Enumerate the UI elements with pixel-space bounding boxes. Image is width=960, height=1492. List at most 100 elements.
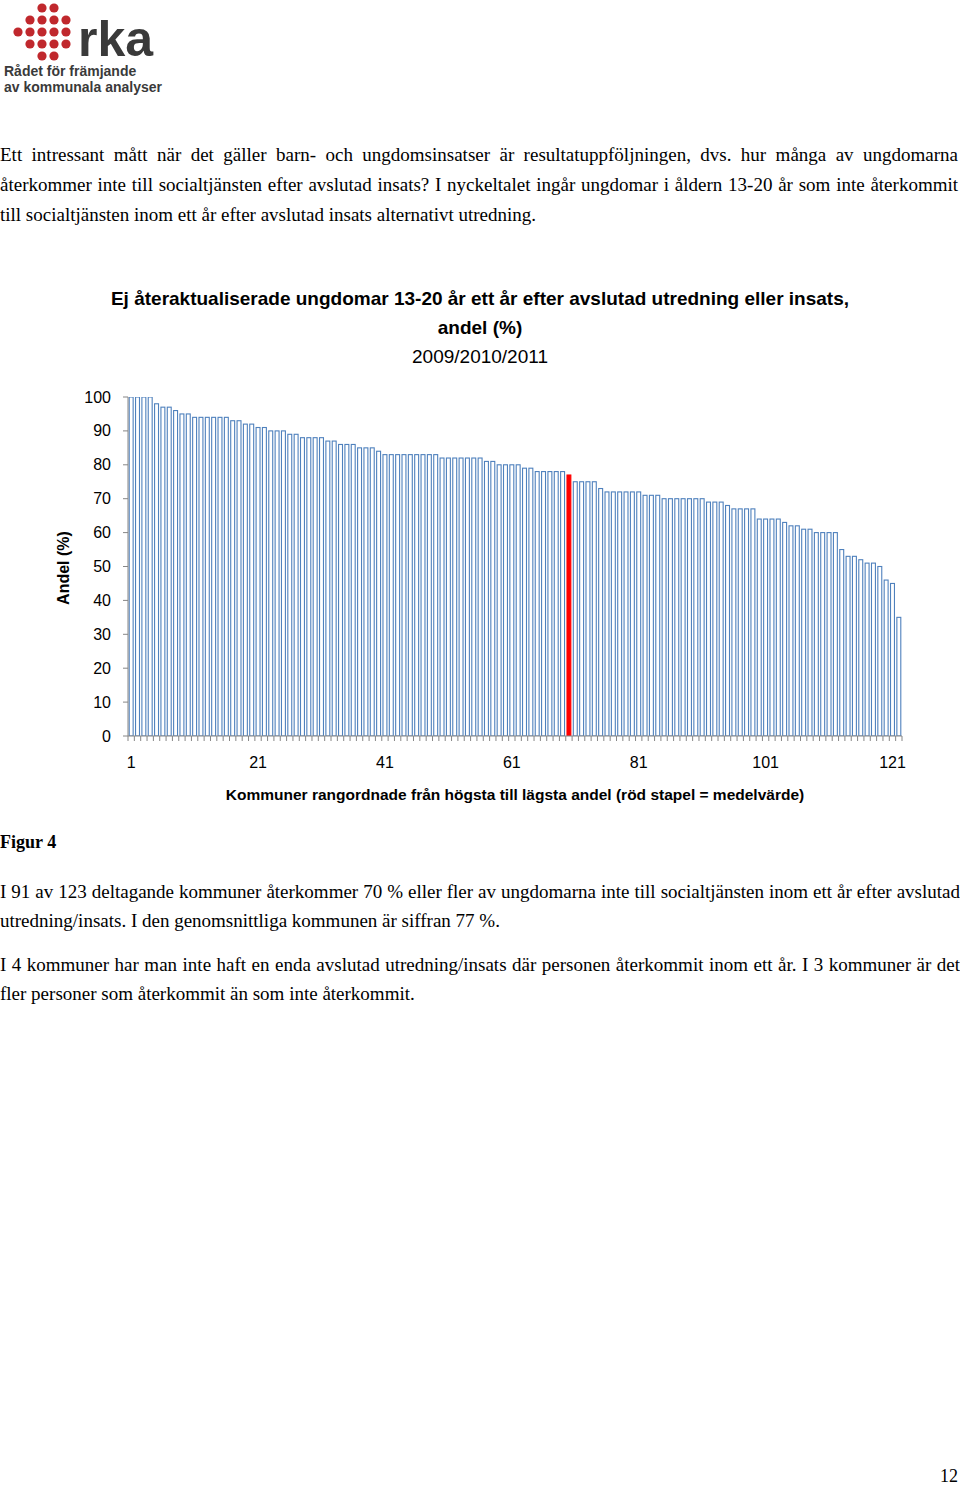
x-slot-tick [692,736,693,741]
x-slot-tick [515,736,516,741]
bar [630,492,634,736]
x-slot-tick [730,736,731,741]
x-slot-tick [870,736,871,741]
bar [478,458,482,736]
x-axis-title: Kommuner rangordnade från högsta till lä… [226,786,804,803]
x-slot-tick [153,736,154,741]
x-slot-tick [147,736,148,741]
y-tick-label: 0 [102,728,111,745]
bar [180,414,184,736]
x-slot-tick [787,736,788,741]
logo-dot [61,15,70,24]
bar [377,451,381,736]
bar [542,472,546,736]
x-slot-tick [489,736,490,741]
bar [231,421,235,736]
x-slot-tick [635,736,636,741]
bar [852,556,856,736]
bar [745,509,749,736]
x-slot-tick [616,736,617,741]
bar [783,522,787,736]
x-slot-tick [775,736,776,741]
x-slot-tick [267,736,268,741]
y-axis-title: Andel (%) [55,531,72,605]
y-tick [123,736,128,737]
x-slot-tick [743,736,744,741]
x-slot-tick [902,736,903,741]
x-slot-tick [381,736,382,741]
x-slot-tick [292,736,293,741]
bar [688,499,692,736]
mean-bar [567,475,571,736]
bar [345,444,349,736]
axes: 0102030405060708090100121416181101121 [84,389,906,772]
bar [751,509,755,736]
x-slot-tick [698,736,699,741]
bar [814,533,818,736]
bar [592,482,596,736]
bar [332,441,336,736]
x-slot-tick [273,736,274,741]
bar [320,438,324,736]
x-slot-tick [483,736,484,741]
x-slot-tick [375,736,376,741]
x-slot-tick [768,736,769,741]
bar [707,502,711,736]
bar [491,461,495,736]
bar [643,495,647,736]
bar [497,465,501,736]
x-slot-tick [216,736,217,741]
x-slot-tick [166,736,167,741]
bar [732,509,736,736]
x-slot-tick [679,736,680,741]
x-tick-label: 1 [127,754,136,771]
bar [789,526,793,736]
bar [611,492,615,736]
bar [161,407,165,736]
x-slot-tick [794,736,795,741]
x-slot-tick [660,736,661,741]
bars [129,397,901,736]
bar [681,499,685,736]
bar [326,441,330,736]
bar [516,465,520,736]
bar [757,519,761,736]
bar [250,424,254,736]
x-slot-tick [495,736,496,741]
bar [884,580,888,736]
x-slot-tick [394,736,395,741]
bar [510,465,514,736]
bar [504,465,508,736]
x-slot-tick [369,736,370,741]
x-slot-tick [223,736,224,741]
logo-dot [37,15,46,24]
intro-paragraph: Ett intressant mått när det gäller barn-… [0,140,958,230]
bar [675,499,679,736]
bar [288,434,292,736]
x-slot-tick [889,736,890,741]
x-slot-tick [413,736,414,741]
x-tick-label: 21 [249,754,267,771]
x-slot-tick [597,736,598,741]
bar [193,417,197,736]
x-slot-tick [553,736,554,741]
bar [301,438,305,736]
bar [859,560,863,736]
y-tick-label: 20 [93,660,111,677]
bar [174,411,178,736]
x-slot-tick [838,736,839,741]
x-slot-tick [508,736,509,741]
logo-dot [25,27,34,36]
x-slot-tick [159,736,160,741]
x-slot-tick [254,736,255,741]
bar [713,502,717,736]
x-slot-tick [718,736,719,741]
x-slot-tick [280,736,281,741]
bar [484,461,488,736]
x-slot-tick [876,736,877,741]
x-slot-tick [445,736,446,741]
x-slot-tick [318,736,319,741]
figure-label: Figur 4 [0,829,56,855]
x-slot-tick [191,736,192,741]
x-slot-tick [603,736,604,741]
